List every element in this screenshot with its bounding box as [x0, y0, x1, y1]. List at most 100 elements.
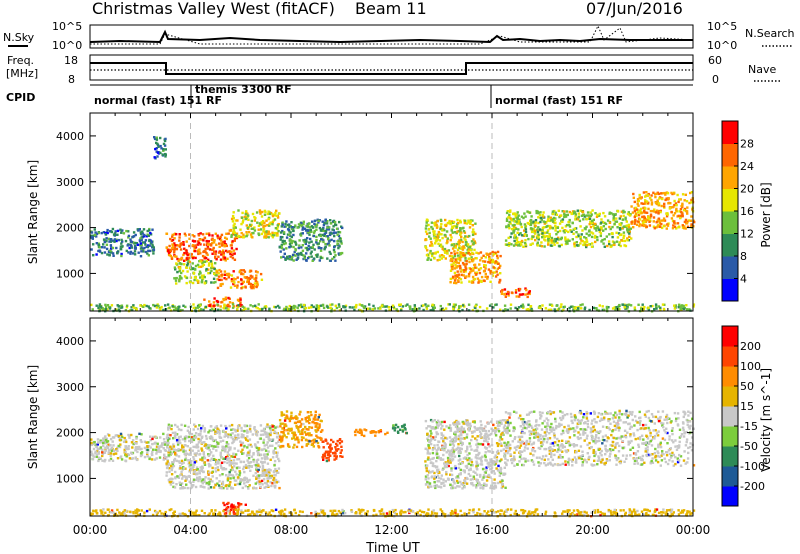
heatmap-cell [327, 450, 331, 453]
heatmap-cell [519, 222, 523, 226]
heatmap-cell [431, 227, 434, 230]
heatmap-cell [197, 479, 200, 483]
heatmap-cell [434, 221, 437, 224]
heatmap-cell [291, 255, 294, 259]
heatmap-cell [192, 436, 196, 440]
heatmap-cell [214, 426, 217, 429]
heatmap-cell [393, 429, 396, 432]
heatmap-cell [495, 442, 499, 445]
heatmap-cell [239, 301, 242, 304]
heatmap-cell [520, 239, 524, 243]
heatmap-cell [479, 267, 483, 270]
heatmap-cell [222, 467, 226, 470]
heatmap-cell [218, 486, 221, 490]
heatmap-cell [269, 474, 272, 478]
heatmap-cell [663, 202, 666, 206]
heatmap-cell [514, 306, 517, 310]
heatmap-cell [612, 215, 616, 218]
heatmap-cell [463, 479, 466, 482]
heatmap-cell [167, 463, 170, 467]
heatmap-cell [124, 445, 127, 448]
heatmap-cell [309, 228, 312, 232]
cpid-segment-1: normal (fast) 151 RF [94, 94, 222, 107]
heatmap-cell [292, 431, 296, 434]
heatmap-cell [300, 438, 304, 442]
heatmap-cell [579, 225, 582, 228]
heatmap-cell [333, 221, 337, 224]
heatmap-cell [198, 273, 201, 276]
heatmap-cell [197, 241, 200, 244]
heatmap-cell [148, 307, 151, 310]
heatmap-cell [499, 437, 502, 441]
heatmap-cell [439, 225, 443, 228]
heatmap-cell [666, 192, 670, 195]
heatmap-cell [491, 258, 495, 262]
heatmap-cell [522, 234, 525, 237]
heatmap-cell [256, 463, 260, 466]
heatmap-cell [257, 451, 260, 454]
heatmap-cell [212, 277, 216, 280]
heatmap-cell [263, 221, 266, 224]
heatmap-cell [133, 253, 137, 256]
heatmap-cell [297, 430, 300, 433]
heatmap-cell [656, 219, 659, 222]
heatmap-cell [241, 452, 244, 455]
heatmap-cell [215, 258, 218, 261]
heatmap-cell [194, 256, 197, 260]
heatmap-cell [637, 213, 641, 217]
heatmap-cell [656, 225, 659, 228]
heatmap-cell [600, 240, 603, 243]
heatmap-cell [242, 269, 245, 272]
heatmap-cell [524, 224, 528, 228]
heatmap-cell [172, 445, 176, 448]
heatmap-cell [176, 257, 179, 261]
heatmap-cell [200, 281, 203, 284]
heatmap-cell [202, 250, 205, 254]
heatmap-cell [288, 304, 291, 308]
heatmap-cell [100, 441, 103, 444]
heatmap-cell [133, 244, 137, 248]
heatmap-cell [671, 219, 675, 223]
heatmap-cell [247, 218, 250, 221]
heatmap-cell [233, 237, 237, 240]
heatmap-cell [434, 240, 438, 243]
heatmap-cell [425, 307, 429, 310]
heatmap-cell [259, 272, 263, 276]
heatmap-cell [287, 444, 290, 448]
heatmap-cell [579, 237, 582, 240]
heatmap-cell [539, 220, 542, 224]
heatmap-cell [223, 270, 227, 273]
heatmap-cell [495, 456, 499, 459]
heatmap-cell [322, 240, 325, 244]
heatmap-cell [651, 209, 655, 213]
heatmap-cell [492, 253, 495, 256]
heatmap-cell [171, 233, 174, 237]
heatmap-cell [154, 436, 158, 439]
heatmap-cell [634, 212, 638, 215]
heatmap-cell [467, 219, 470, 222]
heatmap-cell [130, 441, 134, 444]
heatmap-cell [160, 147, 163, 150]
heatmap-cell [123, 436, 126, 440]
heatmap-cell [439, 304, 442, 308]
heatmap-cell [575, 309, 579, 312]
heatmap-cell [178, 268, 181, 271]
heatmap-cell [488, 261, 492, 264]
heatmap-cell [636, 202, 639, 206]
heatmap-cell [492, 306, 495, 309]
heatmap-cell [425, 305, 428, 309]
heatmap-cell [324, 242, 327, 246]
heatmap-cell [146, 455, 149, 458]
heatmap-cell [324, 231, 328, 234]
heatmap-cell [201, 262, 204, 265]
heatmap-cell [458, 305, 461, 308]
heatmap-cell [182, 450, 185, 453]
heatmap-cell [227, 475, 230, 479]
heatmap-cell [497, 442, 500, 446]
heatmap-cell [679, 208, 683, 211]
heatmap-cell [368, 307, 372, 311]
heatmap-cell [218, 432, 221, 435]
heatmap-cell [551, 220, 555, 223]
heatmap-cell [202, 308, 205, 311]
heatmap-cell [588, 223, 591, 226]
